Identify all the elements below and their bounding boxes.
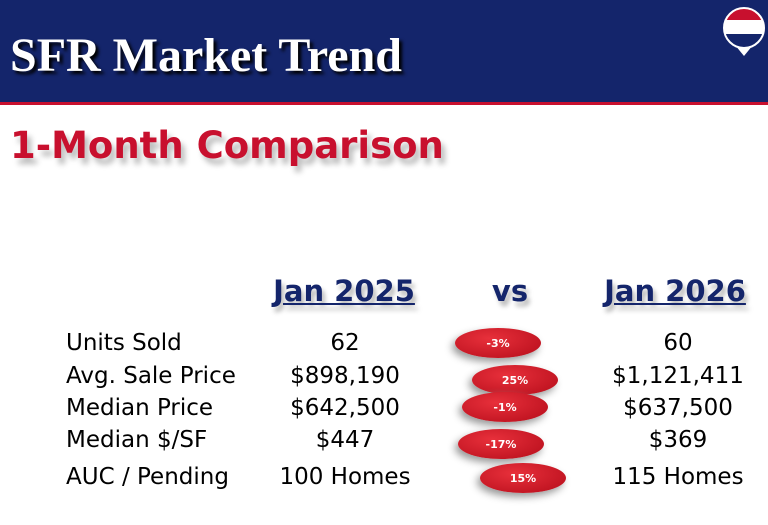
row-label: AUC / Pending xyxy=(66,464,229,490)
curr-value: $369 xyxy=(648,427,708,453)
change-badge: -3% xyxy=(455,328,541,358)
curr-value: 115 Homes xyxy=(612,464,744,490)
change-badge: 15% xyxy=(480,463,566,493)
curr-value: $637,500 xyxy=(623,395,733,421)
column-header: Jan 2026 xyxy=(604,274,746,308)
curr-value: 60 xyxy=(663,330,693,356)
prev-value: $447 xyxy=(315,427,375,453)
header-band xyxy=(0,0,768,105)
subtitle: 1-Month Comparison xyxy=(10,124,444,167)
prev-value: $898,190 xyxy=(290,363,400,389)
row-label: Avg. Sale Price xyxy=(66,363,236,389)
change-badge: 25% xyxy=(472,365,558,395)
column-header: Jan 2025 xyxy=(273,274,415,308)
column-header: vs xyxy=(491,274,529,308)
prev-value: 100 Homes xyxy=(279,464,411,490)
curr-value: $1,121,411 xyxy=(612,363,744,389)
title: SFR Market Trend xyxy=(10,29,402,82)
change-badge: -17% xyxy=(458,429,544,459)
prev-value: $642,500 xyxy=(290,395,400,421)
row-label: Units Sold xyxy=(66,330,182,356)
row-label: Median Price xyxy=(66,395,214,421)
logo xyxy=(723,7,765,56)
prev-value: 62 xyxy=(330,330,360,356)
change-badge: -1% xyxy=(462,392,548,422)
row-label: Median $/SF xyxy=(66,427,208,453)
